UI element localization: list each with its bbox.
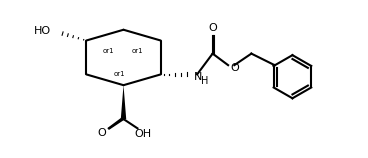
- Text: O: O: [230, 63, 239, 73]
- Text: or1: or1: [114, 71, 125, 77]
- Text: O: O: [208, 23, 217, 33]
- Text: OH: OH: [134, 129, 152, 140]
- Polygon shape: [121, 85, 126, 119]
- Text: HO: HO: [33, 26, 51, 36]
- Text: or1: or1: [102, 48, 114, 54]
- Text: O: O: [98, 128, 106, 138]
- Text: N: N: [194, 72, 202, 82]
- Text: or1: or1: [132, 48, 143, 54]
- Text: H: H: [201, 76, 208, 86]
